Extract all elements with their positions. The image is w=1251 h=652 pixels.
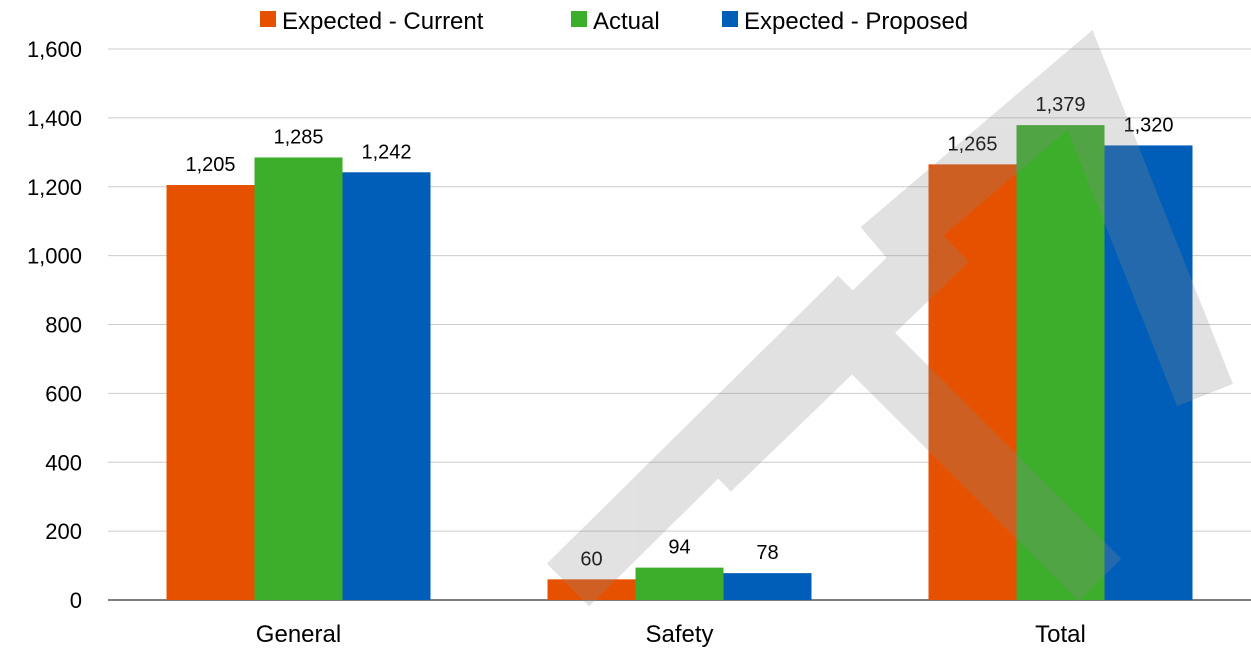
bars xyxy=(166,125,1193,601)
data-label: 1,379 xyxy=(1035,94,1085,116)
y-tick-label: 600 xyxy=(45,381,82,406)
data-label: 78 xyxy=(756,542,778,564)
bar-total-actual xyxy=(1016,125,1105,600)
legend: Expected - Current Actual Expected - Propo… xyxy=(260,8,968,35)
legend-swatch xyxy=(722,11,738,27)
bar-safety-expected-current xyxy=(547,579,636,600)
y-tick-label: 1,000 xyxy=(27,244,82,269)
y-tick-label: 1,600 xyxy=(27,37,82,62)
bar-general-expected-current xyxy=(166,185,255,600)
legend-label: Expected - Current xyxy=(282,8,484,35)
data-label: 1,265 xyxy=(947,133,997,155)
bar-general-actual xyxy=(254,157,343,600)
y-tick-label: 0 xyxy=(70,588,82,613)
data-label: 1,205 xyxy=(185,154,235,176)
y-tick-label: 1,400 xyxy=(27,106,82,131)
data-label: 94 xyxy=(668,537,690,559)
y-axis: 0 200 400 600 800 1,000 1,200 1,400 1,600 xyxy=(27,37,82,613)
bar-total-expected-proposed xyxy=(1104,145,1193,601)
bar-safety-expected-proposed xyxy=(723,573,812,600)
data-label: 1,285 xyxy=(273,126,323,148)
x-tick-label: Total xyxy=(1035,621,1086,648)
legend-label: Expected - Proposed xyxy=(744,8,968,35)
bar-general-expected-proposed xyxy=(342,172,431,600)
y-tick-label: 400 xyxy=(45,450,82,475)
bar-safety-actual xyxy=(635,567,724,600)
legend-label: Actual xyxy=(593,8,660,35)
legend-swatch xyxy=(571,11,587,27)
watermark xyxy=(546,30,1233,607)
x-tick-label: General xyxy=(256,621,341,648)
legend-swatch xyxy=(260,11,276,27)
data-label: 1,242 xyxy=(361,141,411,163)
y-tick-label: 200 xyxy=(45,519,82,544)
x-tick-label: Safety xyxy=(645,621,713,648)
bar-total-expected-current xyxy=(928,164,1017,600)
y-tick-label: 800 xyxy=(45,313,82,338)
data-label: 1,320 xyxy=(1123,114,1173,136)
data-labels: 1,205 1,285 1,242 60 94 78 1,265 1,379 1,320 xyxy=(185,94,1173,570)
y-tick-label: 1,200 xyxy=(27,175,82,200)
data-label: 60 xyxy=(580,548,602,570)
x-axis: General Safety Total xyxy=(256,621,1086,648)
